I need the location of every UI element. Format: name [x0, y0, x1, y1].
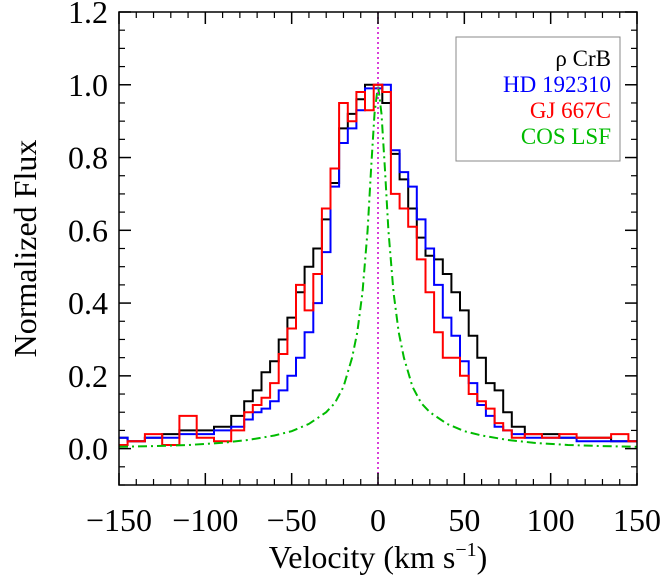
legend-entry: HD 192310: [503, 72, 611, 97]
legend-entry: ρ CrB: [555, 46, 611, 71]
x-tick-label: −150: [86, 502, 152, 538]
y-tick-label: 1.0: [68, 67, 108, 103]
x-axis: −150 −100 −50 0 50 100 150: [86, 12, 661, 538]
series-line-0: [119, 83, 637, 443]
x-tick-label: −100: [172, 502, 238, 538]
y-tick-label: 0.4: [68, 285, 108, 321]
y-tick-label: 1.2: [68, 0, 108, 30]
y-axis-label: Normalized Flux: [7, 140, 43, 358]
legend-entry: GJ 667C: [530, 98, 611, 123]
x-tick-label: −50: [267, 502, 317, 538]
y-tick-label: 0.2: [68, 358, 108, 394]
series-layer: [118, 83, 638, 448]
y-axis: 0.0 0.2 0.4 0.6 0.8 1.0 1.2: [68, 0, 637, 486]
x-tick-label: 150: [613, 502, 661, 538]
x-tick-label: 0: [370, 502, 386, 538]
x-axis-label: Velocity (km s−1): [269, 539, 488, 575]
legend-entry: COS LSF: [521, 124, 611, 149]
series-line-1: [119, 83, 637, 443]
y-tick-label: 0.6: [68, 212, 108, 248]
y-tick-label: 0.8: [68, 140, 108, 176]
x-tick-label: 50: [448, 502, 480, 538]
legend-box: [455, 36, 621, 162]
x-tick-label: 100: [527, 502, 575, 538]
y-tick-label: 0.0: [68, 431, 108, 467]
series-line-2: [119, 83, 637, 446]
